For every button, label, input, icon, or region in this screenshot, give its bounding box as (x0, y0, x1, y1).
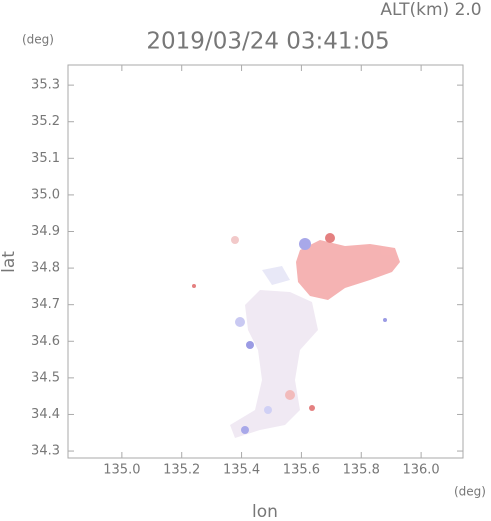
y-tick-label: 34.3 (31, 444, 60, 459)
echo-cell (264, 406, 272, 414)
chart-title: 2019/03/24 03:41:05 (146, 29, 389, 55)
x-tick-label: 135.0 (103, 463, 140, 478)
echo-cell (325, 233, 335, 243)
echo-cell (285, 390, 295, 400)
x-tick-label: 135.8 (343, 463, 380, 478)
echo-cell (383, 318, 387, 322)
x-tick-label: 136.0 (402, 463, 439, 478)
y-tick-label: 35.0 (31, 187, 60, 202)
y-tick-label: 34.7 (31, 297, 60, 312)
y-tick-label: 34.5 (31, 370, 60, 385)
echo-cell (231, 236, 239, 244)
y-tick-label: 34.6 (31, 334, 60, 349)
echo-cell (309, 405, 315, 411)
echo-area (296, 240, 400, 300)
echo-cell (299, 238, 311, 250)
y-tick-label: 35.3 (31, 78, 60, 93)
echo-cell (192, 284, 196, 288)
x-unit: (deg) (454, 485, 486, 499)
y-tick-label: 34.8 (31, 261, 60, 276)
plot-frame (67, 64, 464, 459)
radar-field (192, 233, 400, 438)
echo-area (262, 266, 290, 285)
y-tick-label: 35.1 (31, 151, 60, 166)
echo-area (230, 290, 318, 438)
echo-cell (241, 426, 249, 434)
x-tick-label: 135.6 (283, 463, 320, 478)
y-axis-label: lat (0, 251, 19, 273)
y-tick-label: 34.9 (31, 224, 60, 239)
x-axis-label: lon (252, 502, 278, 521)
y-unit: (deg) (22, 33, 54, 47)
y-tick-label: 34.4 (31, 407, 60, 422)
echo-cell (235, 317, 245, 327)
y-tick-label: 35.2 (31, 114, 60, 129)
x-tick-label: 135.4 (223, 463, 260, 478)
echo-cell (246, 341, 254, 349)
x-tick-label: 135.2 (163, 463, 200, 478)
altitude-label: ALT(km) 2.0 (380, 0, 481, 20)
